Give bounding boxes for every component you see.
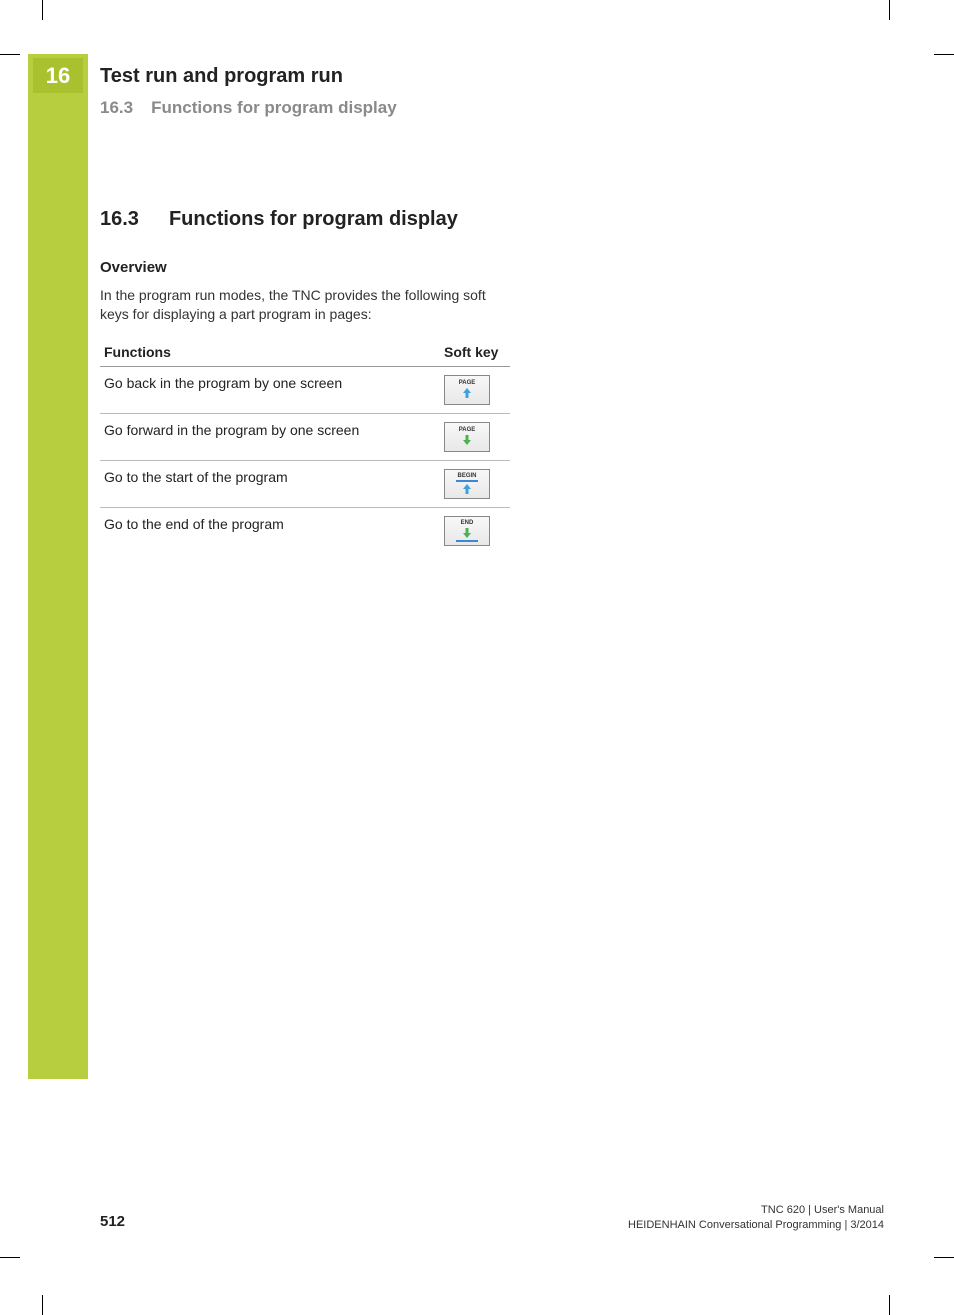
page-number: 512 xyxy=(100,1213,125,1230)
softkey[interactable]: END xyxy=(444,516,490,546)
softkey-label: END xyxy=(461,520,474,526)
content-area: Test run and program run 16.3 Functions f… xyxy=(100,65,890,554)
table-row: Go to the end of the program END xyxy=(100,507,510,554)
softkey-cell: BEGIN xyxy=(440,460,510,507)
chapter-title: Test run and program run xyxy=(100,65,890,88)
function-desc: Go to the start of the program xyxy=(100,460,440,507)
arrow-down-icon xyxy=(461,527,473,539)
crop-mark xyxy=(934,54,954,55)
softkey[interactable]: BEGIN xyxy=(444,469,490,499)
section-title: Functions for program display xyxy=(169,208,458,230)
running-section-heading: 16.3 Functions for program display xyxy=(100,98,890,118)
softkey-label: BEGIN xyxy=(457,473,476,479)
table-row: Go to the start of the program BEGIN xyxy=(100,460,510,507)
section-heading: 16.3 Functions for program display xyxy=(100,208,890,231)
crop-mark xyxy=(889,1295,890,1315)
section-number: 16.3 xyxy=(100,208,139,230)
footer: TNC 620 | User's Manual HEIDENHAIN Conve… xyxy=(628,1203,884,1233)
crop-mark xyxy=(0,54,20,55)
function-desc: Go forward in the program by one screen xyxy=(100,413,440,460)
table-row: Go back in the program by one screen PAGE xyxy=(100,366,510,413)
bar-icon xyxy=(456,540,478,542)
functions-table: Functions Soft key Go back in the progra… xyxy=(100,338,510,554)
crop-mark xyxy=(0,1257,20,1258)
table-row: Go forward in the program by one screen P… xyxy=(100,413,510,460)
running-section-number: 16.3 xyxy=(100,98,133,117)
table-header-functions: Functions xyxy=(100,338,440,367)
arrow-down-icon xyxy=(461,434,473,446)
overview-heading: Overview xyxy=(100,259,890,276)
softkey[interactable]: PAGE xyxy=(444,375,490,405)
crop-mark xyxy=(42,0,43,20)
crop-mark xyxy=(889,0,890,20)
crop-mark xyxy=(934,1257,954,1258)
softkey-cell: END xyxy=(440,507,510,554)
overview-intro: In the program run modes, the TNC provid… xyxy=(100,286,510,324)
footer-line2: HEIDENHAIN Conversational Programming | … xyxy=(628,1218,884,1233)
table-header-softkey: Soft key xyxy=(440,338,510,367)
bar-icon xyxy=(456,480,478,482)
chapter-number-tab: 16 xyxy=(33,58,83,93)
arrow-up-icon xyxy=(461,387,473,399)
footer-line1: TNC 620 | User's Manual xyxy=(628,1203,884,1218)
softkey[interactable]: PAGE xyxy=(444,422,490,452)
function-desc: Go to the end of the program xyxy=(100,507,440,554)
arrow-up-icon xyxy=(461,483,473,495)
page: 16 Test run and program run 16.3 Function… xyxy=(0,0,954,1315)
softkey-cell: PAGE xyxy=(440,366,510,413)
running-section-title: Functions for program display xyxy=(151,98,397,117)
crop-mark xyxy=(42,1295,43,1315)
softkey-cell: PAGE xyxy=(440,413,510,460)
softkey-label: PAGE xyxy=(459,427,476,433)
function-desc: Go back in the program by one screen xyxy=(100,366,440,413)
softkey-label: PAGE xyxy=(459,380,476,386)
sidebar-accent xyxy=(28,54,88,1079)
